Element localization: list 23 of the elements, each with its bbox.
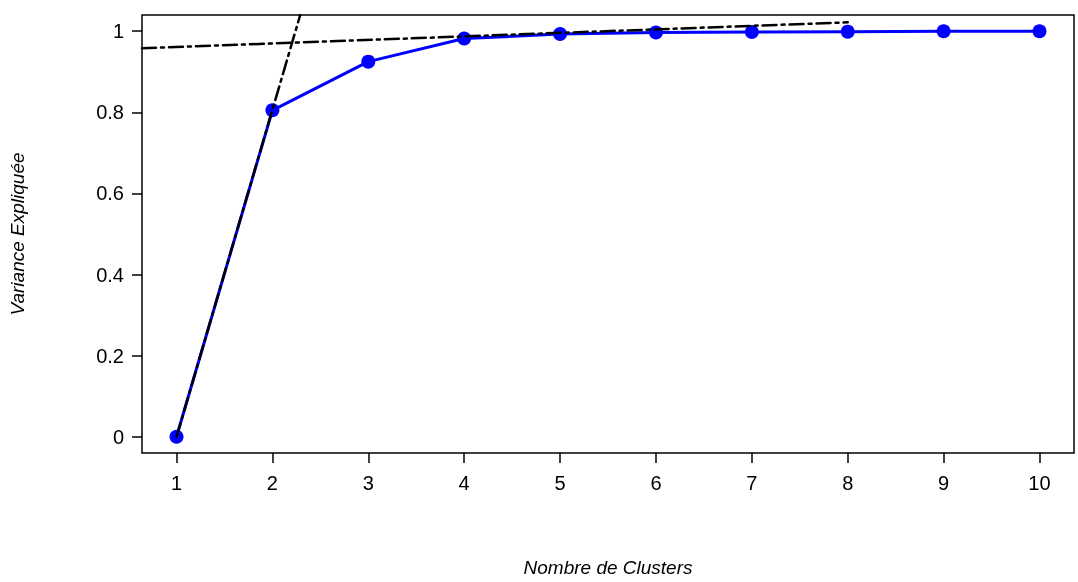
point xyxy=(840,24,855,39)
x-tick-label: 7 xyxy=(746,472,758,494)
x-tick-label: 6 xyxy=(650,472,662,494)
x-tick-label: 8 xyxy=(842,472,854,494)
point xyxy=(936,24,951,39)
x-tick-label: 1 xyxy=(170,472,183,494)
x-tick-label: 3 xyxy=(362,472,374,494)
y-tick-label: 0.2 xyxy=(96,344,124,367)
x-tick-label: 2 xyxy=(266,472,278,494)
y-tick-label: 0.8 xyxy=(96,101,124,124)
y-axis-title: Variance Expliquée xyxy=(7,152,28,316)
y-tick-label: 0 xyxy=(112,425,124,448)
x-tick-label: 4 xyxy=(458,472,470,494)
y-tick-label: 1 xyxy=(112,20,124,43)
x-tick-label: 10 xyxy=(1028,472,1051,494)
point xyxy=(1032,24,1047,39)
y-tick-label: 0.4 xyxy=(96,263,124,286)
x-tick-label: 5 xyxy=(554,472,566,494)
y-tick-label: 0.6 xyxy=(96,182,124,205)
x-axis-title: Nombre de Clusters xyxy=(523,557,693,578)
point xyxy=(744,25,759,40)
point xyxy=(361,54,376,69)
x-tick-label: 9 xyxy=(938,472,950,494)
